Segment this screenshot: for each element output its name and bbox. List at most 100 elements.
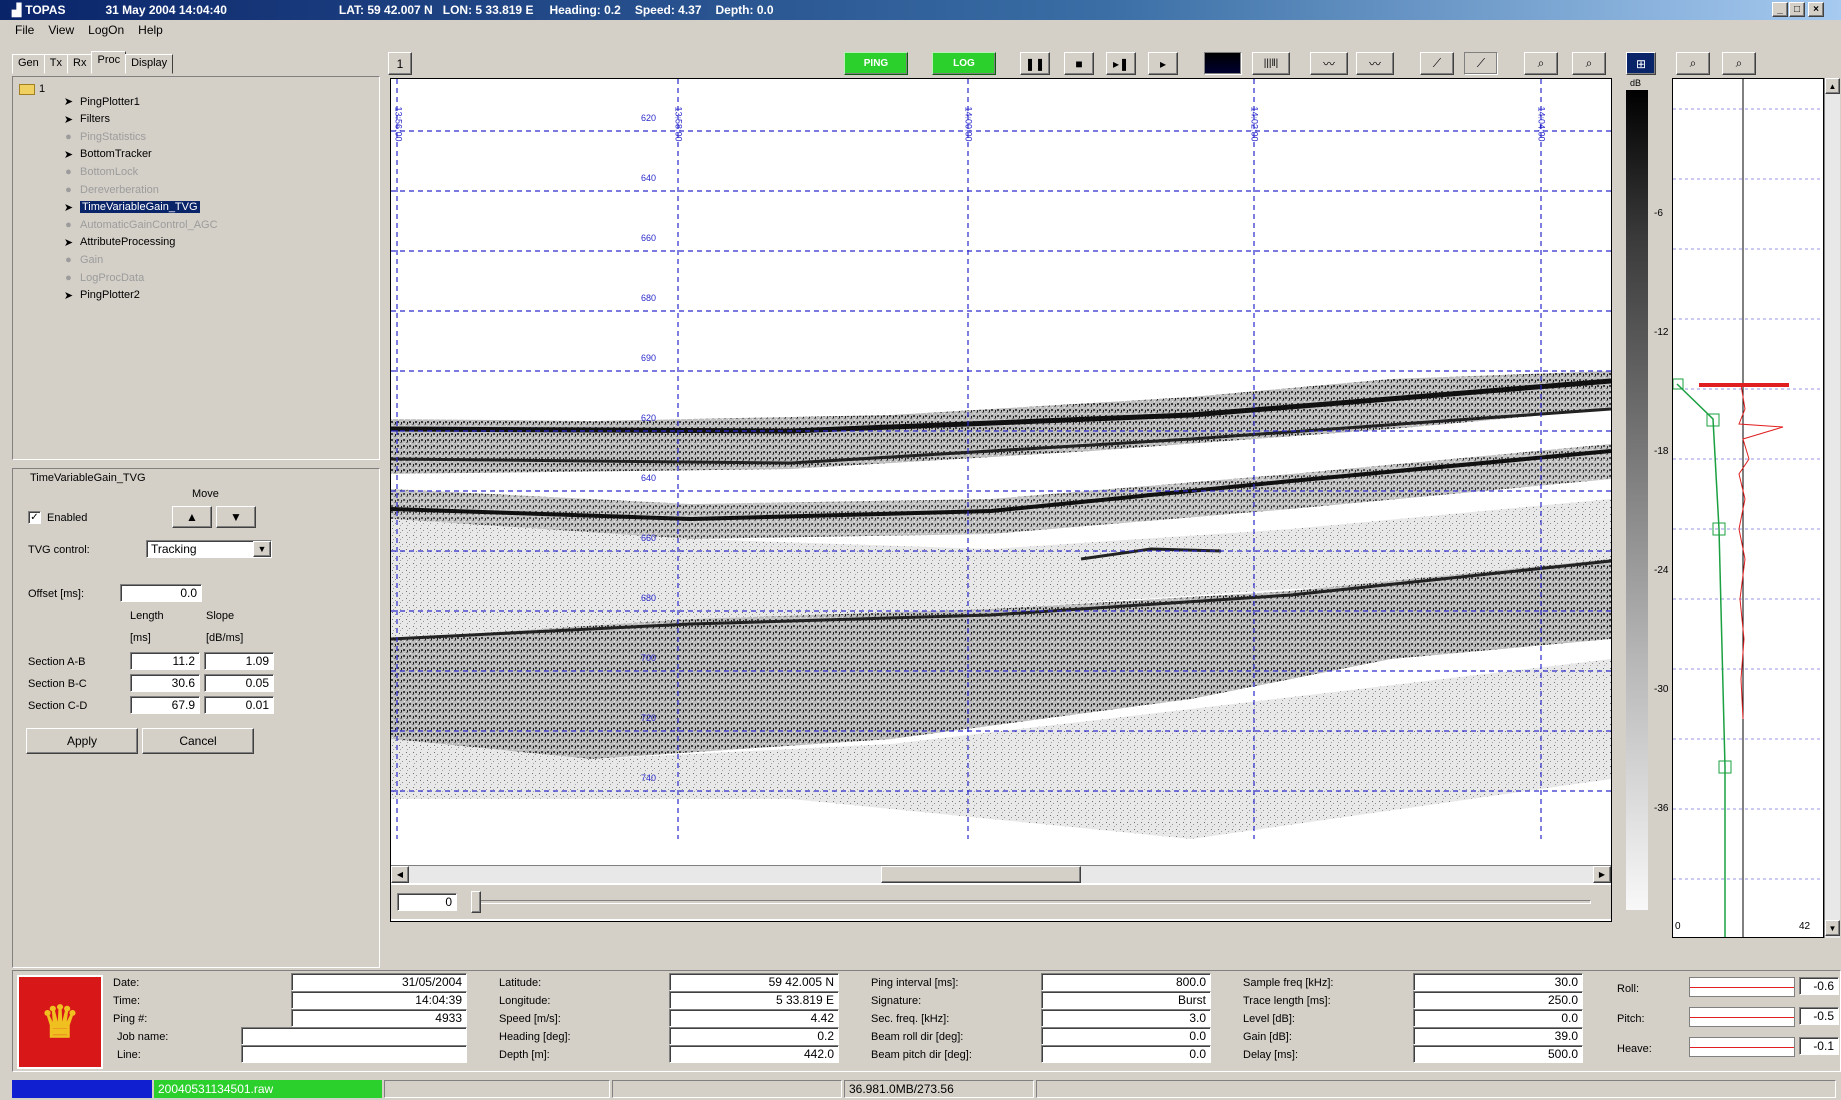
tree-item[interactable]: ➤ AttributeProcessing (63, 234, 176, 251)
tab-display[interactable]: Display (125, 54, 174, 74)
lens-reflector (1080, 547, 1222, 561)
zoom-out-icon[interactable]: ⌕ (1572, 52, 1606, 75)
disabled-dot-icon: ● (65, 130, 72, 143)
section-ab-length[interactable]: 11.2 (130, 652, 200, 670)
roll-indicator (1689, 977, 1795, 997)
vertical-scrollbar[interactable]: ▲ ▼ (1824, 78, 1840, 938)
waveform-icon[interactable]: 〰 (1310, 52, 1348, 75)
section-bc-length[interactable]: 30.6 (130, 674, 200, 692)
tab-gen[interactable]: Gen (12, 54, 45, 74)
close-button[interactable]: × (1808, 2, 1824, 17)
tree-item-label: BottomLock (80, 165, 139, 178)
tab-tx[interactable]: Tx (43, 54, 69, 74)
app-title: TOPAS (25, 3, 66, 17)
tab-proc[interactable]: Proc (91, 51, 127, 74)
sample-freq-label: Sample freq [kHz]: (1243, 977, 1334, 989)
title-longitude: LON: 5 33.819 E (442, 3, 534, 17)
tree-item[interactable]: ● Dereverberation (63, 181, 159, 198)
sec-freq-label: Sec. freq. [kHz]: (871, 1013, 950, 1025)
job-field[interactable] (241, 1027, 467, 1045)
trace-icon[interactable]: |||‖| (1252, 52, 1290, 75)
palette-icon[interactable] (1204, 52, 1242, 75)
waveform-alt-icon[interactable]: 〰 (1356, 52, 1394, 75)
level-label: Level [dB]: (1243, 1013, 1295, 1025)
zoom-out-right-icon[interactable]: ⌕ (1722, 52, 1756, 75)
tvg-control-select[interactable]: Tracking ▼ (146, 540, 272, 558)
tree-item-label: PingPlotter2 (80, 289, 140, 302)
section-cd-length[interactable]: 67.9 (130, 696, 200, 714)
title-speed: Speed: 4.37 (634, 3, 702, 17)
tree-root[interactable]: 1 (19, 83, 45, 95)
slope-unit: [dB/ms] (206, 632, 244, 644)
step-icon[interactable]: ▸❚ (1106, 52, 1136, 75)
tree-item[interactable]: ● Gain (63, 251, 103, 268)
scroll-up-button[interactable]: ▲ (1825, 78, 1840, 94)
menu-logon[interactable]: LogOn (88, 23, 125, 37)
tree-item[interactable]: ➤ Filters (63, 111, 110, 128)
zoom-in-right-icon[interactable]: ⌕ (1676, 52, 1710, 75)
tree-item-label: Filters (80, 113, 110, 126)
sec-freq-field: 3.0 (1041, 1009, 1211, 1027)
slider-track[interactable] (471, 900, 1591, 904)
tree-item[interactable]: ● BottomLock (63, 163, 138, 180)
motion-roll-label: Roll: (1617, 983, 1640, 995)
menu-file[interactable]: File (15, 23, 35, 37)
echogram-plot[interactable]: 620 640 660 680 690 620 640 660 680 700 … (390, 78, 1612, 922)
tree-item[interactable]: ● AutomaticGainControl_AGC (63, 216, 218, 233)
ping-interval-field: 800.0 (1041, 973, 1211, 991)
tree-item[interactable]: ➤ TimeVariableGain_TVG (63, 199, 200, 216)
scroll-down-button[interactable]: ▼ (1825, 920, 1840, 936)
tree-item[interactable]: ● PingStatistics (63, 128, 146, 145)
stop-icon[interactable]: ■ (1064, 52, 1094, 75)
line-field[interactable] (241, 1045, 467, 1063)
title-datetime: 31 May 2004 14:04:40 (105, 3, 227, 17)
scroll-right-button[interactable]: ▶ (1593, 866, 1611, 883)
menu-view[interactable]: View (48, 23, 75, 37)
chart-icon[interactable]: ⟋ (1420, 52, 1454, 75)
play-icon[interactable]: ▸ (1148, 52, 1178, 75)
maximize-button[interactable]: □ (1789, 2, 1805, 17)
section-cd-slope[interactable]: 0.01 (204, 696, 274, 714)
scroll-thumb[interactable] (881, 866, 1081, 883)
log-button[interactable]: LOG (932, 52, 996, 75)
slider-thumb[interactable] (471, 891, 481, 913)
status-file: 20040531134501.raw (154, 1080, 382, 1098)
tree-item[interactable]: ➤ BottomTracker (63, 146, 152, 163)
cancel-button[interactable]: Cancel (142, 728, 254, 754)
tree-item-label: AutomaticGainControl_AGC (80, 218, 218, 231)
tvg-profile-plot[interactable]: 0 42 (1672, 78, 1824, 938)
ping-button[interactable]: PING (844, 52, 908, 75)
enabled-checkbox[interactable]: ✓ Enabled (28, 511, 87, 524)
pause-icon[interactable]: ❚❚ (1020, 52, 1050, 75)
tree-item[interactable]: ➤ PingPlotter1 (63, 93, 140, 110)
scroll-left-button[interactable]: ◀ (391, 866, 409, 883)
heave-field: -0.1 (1799, 1037, 1839, 1055)
depth-label: 640 (641, 473, 657, 483)
tree-item[interactable]: ➤ PingPlotter2 (63, 287, 140, 304)
horizontal-scrollbar[interactable]: ◀ ▶ (391, 865, 1611, 883)
tree-item[interactable]: ● LogProcData (63, 269, 144, 286)
section-bc-slope[interactable]: 0.05 (204, 674, 274, 692)
time-gridlines (396, 79, 1542, 839)
chart-alt-icon[interactable]: ⟋ (1464, 52, 1498, 75)
colorbar-tick: -12 (1654, 327, 1669, 338)
tree-item-label: PingStatistics (80, 130, 147, 143)
chevron-down-icon[interactable]: ▼ (253, 541, 271, 557)
offset-input[interactable]: 0.0 (120, 584, 202, 602)
move-up-button[interactable]: ▲ (172, 506, 212, 528)
section-ab-slope[interactable]: 1.09 (204, 652, 274, 670)
gain-label: Gain [dB]: (1243, 1031, 1292, 1043)
fit-icon[interactable]: ⊞ (1626, 52, 1656, 75)
depth-label: 740 (641, 773, 657, 783)
checkbox-box[interactable]: ✓ (28, 511, 41, 524)
beam-pitch-field: 0.0 (1041, 1045, 1211, 1063)
tab-rx[interactable]: Rx (67, 54, 93, 74)
mid-reflector (391, 449, 1611, 522)
apply-button[interactable]: Apply (26, 728, 138, 754)
depth-label: 620 (641, 113, 657, 123)
move-down-button[interactable]: ▼ (216, 506, 256, 528)
pitch-indicator (1689, 1007, 1795, 1027)
zoom-in-icon[interactable]: ⌕ (1524, 52, 1558, 75)
minimize-button[interactable]: _ (1772, 2, 1788, 17)
menu-help[interactable]: Help (138, 23, 163, 37)
